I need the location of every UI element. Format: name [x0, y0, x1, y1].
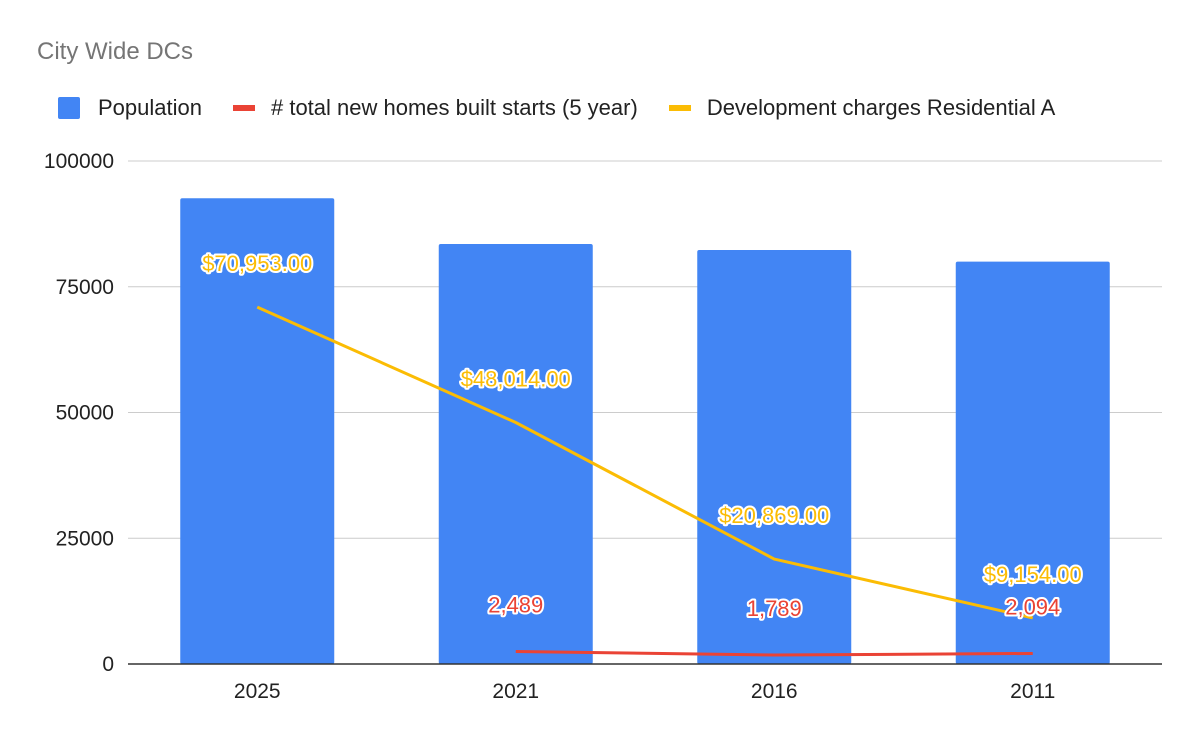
legend-label-population: Population: [98, 95, 202, 120]
data-label: 2,094: [1005, 594, 1060, 619]
bar: [697, 250, 852, 664]
x-tick-label: 2011: [1010, 680, 1055, 703]
legend-item-population[interactable]: Population: [58, 95, 202, 121]
data-label: 1,789: [747, 596, 802, 621]
x-tick-label: 2025: [234, 680, 281, 703]
y-tick-label: 50000: [56, 402, 114, 425]
data-label: 2,489: [488, 592, 543, 617]
x-tick-label: 2021: [492, 680, 539, 703]
chart-title: City Wide DCs: [37, 38, 194, 65]
legend-label-development-charges: Development charges Residential A: [706, 95, 1056, 120]
data-label: $9,154.00: [984, 562, 1082, 587]
legend-item-development-charges[interactable]: Development charges Residential A: [668, 95, 1056, 121]
y-tick-label: 100000: [44, 150, 114, 173]
bar: [180, 198, 335, 665]
data-label: $20,869.00: [719, 503, 829, 528]
legend-swatch-development-charges: [668, 105, 691, 111]
bar: [955, 261, 1110, 664]
legend: Population # total new homes built start…: [58, 94, 1086, 122]
legend-swatch-new-homes: [232, 105, 255, 111]
y-tick-label: 25000: [56, 527, 114, 550]
y-tick-label: 0: [102, 653, 114, 676]
x-tick-label: 2016: [751, 680, 798, 703]
bar: [438, 243, 593, 664]
legend-label-new-homes: # total new homes built starts (5 year): [270, 95, 638, 120]
y-tick-label: 75000: [56, 276, 114, 299]
data-label: $70,953.00: [202, 251, 312, 276]
data-label: $48,014.00: [461, 366, 571, 391]
series-line: [256, 305, 1034, 620]
legend-item-new-homes[interactable]: # total new homes built starts (5 year): [232, 95, 638, 121]
legend-swatch-population: [58, 97, 80, 119]
